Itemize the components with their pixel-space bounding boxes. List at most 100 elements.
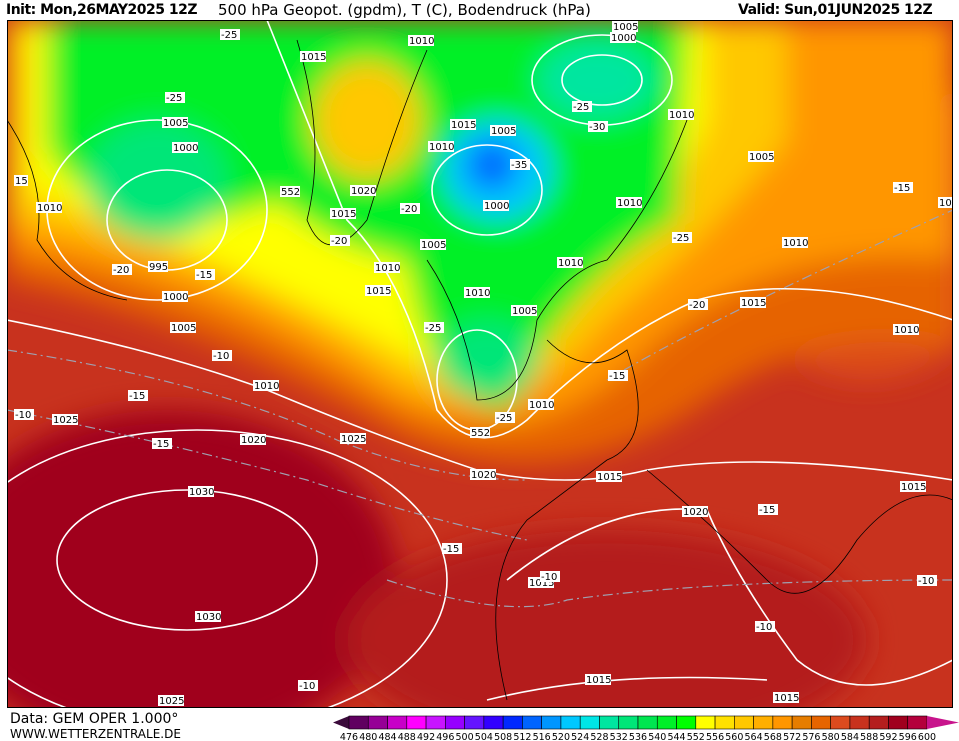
site-url[interactable]: WWW.WETTERZENTRALE.DE [10,727,181,741]
isobar-label: 1000 [162,291,188,303]
isobar-label: 1010 [893,324,919,336]
temperature-label: -10 [212,350,232,362]
legend-swatch [734,715,754,730]
legend-label: 516 [533,732,551,741]
map-title: 500 hPa Geopot. (gpdm), T (C), Bodendruc… [218,1,591,19]
temperature-label: -20 [112,264,132,276]
isobar-label: 1010 [253,380,279,392]
temperature-label: -25 [495,412,515,424]
legend-label: 480 [359,732,377,741]
svg-text:1015: 1015 [939,198,953,209]
isobar-label: 1010 [668,109,694,121]
legend-swatch [483,715,504,730]
isobar-label: 1010 [557,257,583,269]
legend-label: 496 [436,732,454,741]
svg-text:1005: 1005 [421,240,446,251]
isobar-label: 1015 [773,692,799,704]
svg-text:-15: -15 [609,371,625,382]
svg-text:1015: 1015 [774,693,799,704]
svg-text:-15: -15 [894,183,910,194]
legend-swatch [406,715,427,730]
legend-label: 532 [610,732,628,741]
isobar-label: 1015 [528,577,554,589]
svg-text:-10: -10 [15,410,31,421]
legend-label: 592 [879,732,897,741]
data-source: Data: GEM OPER 1.000° [10,711,179,727]
svg-text:-15: -15 [153,439,169,450]
coastlines [7,39,953,701]
temperature-label: -25 [165,92,185,104]
svg-text:-10: -10 [541,572,557,583]
isobar-label: 1010 [616,197,642,209]
svg-text:1015: 1015 [529,578,554,589]
temperature-label: -20 [688,299,708,311]
temperature-label: -10 [14,409,34,421]
legend-swatch [541,715,562,730]
svg-text:1020: 1020 [351,186,376,197]
legend-label: 544 [667,732,685,741]
color-legend: 476 480 484 488 492 496 500 504 508 512 516 520 524 5… [333,715,959,741]
svg-text:-20: -20 [689,300,705,311]
isobar-label: 1000 [172,142,198,154]
legend-swatch [907,715,928,730]
legend-label: 564 [745,732,763,741]
legend-swatch [676,715,697,730]
legend-swatch [868,715,889,730]
geopotential-field [7,20,953,708]
legend-swatch [618,715,639,730]
svg-text:1005: 1005 [512,306,537,317]
legend-label: 476 [340,732,358,741]
legend-swatch [348,715,369,730]
svg-text:1010: 1010 [375,263,400,274]
svg-text:1010: 1010 [783,238,808,249]
svg-text:552: 552 [471,428,490,439]
legend-swatch [830,715,851,730]
isobar-label: 1025 [340,433,366,445]
svg-text:-20: -20 [331,236,347,247]
svg-text:1015: 1015 [366,286,391,297]
isobar-label: 1015 [740,297,766,309]
svg-text:-30: -30 [589,122,605,133]
svg-text:-15: -15 [196,270,212,281]
isobar-label: 995 [148,261,168,273]
temperature-label: -15 [893,182,913,194]
svg-text:1010: 1010 [254,381,279,392]
temperature-label: -15 [442,543,462,555]
svg-text:-10: -10 [299,681,315,692]
svg-text:-15: -15 [129,391,145,402]
legend-swatch [579,715,600,730]
temperature-label: -25 [220,29,240,41]
svg-text:-25: -25 [166,93,182,104]
svg-text:1010: 1010 [617,198,642,209]
map-border [7,20,953,708]
temperature-label: -15 [152,438,172,450]
svg-text:-20: -20 [401,204,417,215]
temperature-label: -10 [755,621,775,633]
svg-text:1025: 1025 [341,434,366,445]
svg-text:1015: 1015 [901,482,926,493]
legend-swatch [849,715,870,730]
svg-text:1030: 1030 [196,612,221,623]
legend-swatch [387,715,408,730]
temperature-label: -15 [195,269,215,281]
svg-text:1015: 1015 [741,298,766,309]
svg-text:1015: 1015 [597,472,622,483]
legend-swatch [888,715,909,730]
temperature-label: -25 [424,322,444,334]
temperature-label: -20 [330,235,350,247]
legend-swatch [811,715,831,730]
svg-text:1015: 1015 [586,675,611,686]
temperature-label: -35 [510,159,530,171]
legend-label: 484 [378,732,396,741]
isobar-label: 1015 [938,197,953,209]
map-header: Init: Mon,26MAY2025 12Z 500 hPa Geopot. … [0,0,959,20]
svg-text:1000: 1000 [173,143,198,154]
isobar-label: 1010 [428,141,454,153]
svg-text:1005: 1005 [613,22,638,33]
legend-swatch [772,715,793,730]
temperature-label: -20 [400,203,420,215]
isobar-label: 1010 [782,237,808,249]
temperature-label: -10 [540,571,560,583]
legend-label: 560 [725,732,743,741]
isobar-label: 1010 [36,202,62,214]
